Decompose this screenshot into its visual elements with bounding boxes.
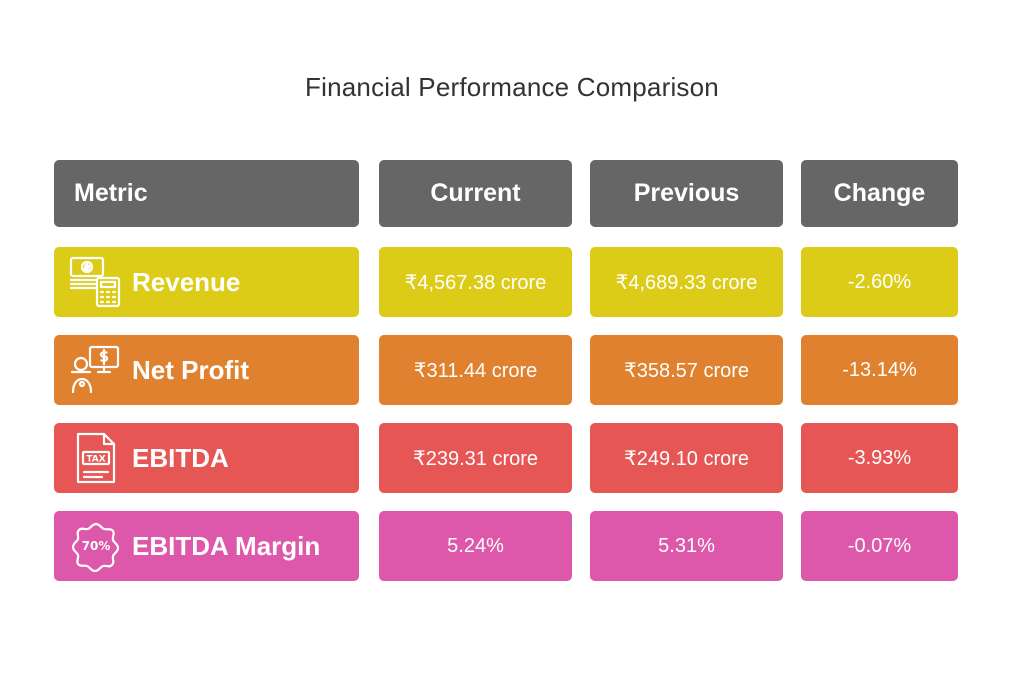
header-current-label: Current (430, 179, 521, 207)
percentage-badge-icon: 70% (68, 518, 124, 574)
current-value-ebitda-margin: 5.24% (379, 511, 572, 581)
money-calculator-icon (68, 254, 124, 310)
header-previous-label: Previous (633, 179, 740, 207)
current-value-revenue: ₹4,567.38 crore (379, 247, 572, 317)
tax-icon-label: TAX (86, 455, 105, 465)
tax-document-icon: TAX (68, 430, 124, 486)
header-metric-label: Metric (74, 179, 148, 207)
metric-cell-ebitda: TAX EBITDA (54, 423, 359, 493)
percent-icon-label: 70% (82, 539, 111, 553)
change-value-net-profit: -13.14% (801, 335, 958, 405)
metric-cell-revenue: Revenue (54, 247, 359, 317)
page-title: Financial Performance Comparison (305, 72, 719, 102)
metric-cell-net-profit: Net Profit (54, 335, 359, 405)
header-metric: Metric (54, 160, 359, 227)
header-change: Change (801, 160, 958, 227)
change-value-ebitda-margin: -0.07% (801, 511, 958, 581)
previous-value-revenue: ₹4,689.33 crore (590, 247, 783, 317)
header-change-label: Change (833, 179, 926, 207)
previous-value-ebitda: ₹249.10 crore (590, 423, 783, 493)
header-previous: Previous (590, 160, 783, 227)
change-value-ebitda: -3.93% (801, 423, 958, 493)
metric-label: EBITDA (132, 442, 229, 473)
current-value-net-profit: ₹311.44 crore (379, 335, 572, 405)
metric-label: Revenue (132, 266, 241, 297)
presenter-money-icon (68, 342, 124, 398)
previous-value-ebitda-margin: 5.31% (590, 511, 783, 581)
header-current: Current (379, 160, 572, 227)
previous-value-net-profit: ₹358.57 crore (590, 335, 783, 405)
metric-label: EBITDA Margin (132, 530, 321, 561)
current-value-ebitda: ₹239.31 crore (379, 423, 572, 493)
change-value-revenue: -2.60% (801, 247, 958, 317)
metric-cell-ebitda-margin: 70% EBITDA Margin (54, 511, 359, 581)
metric-label: Net Profit (132, 354, 249, 385)
